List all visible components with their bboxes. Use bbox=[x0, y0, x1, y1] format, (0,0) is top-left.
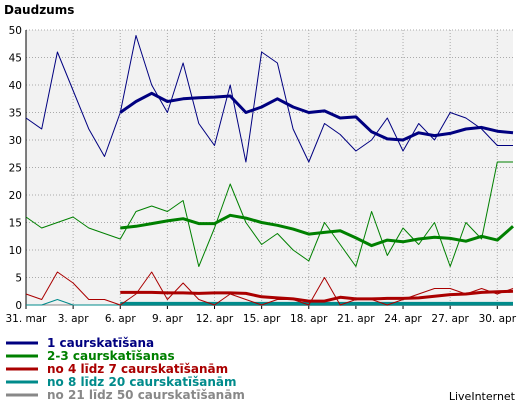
series-line-average bbox=[120, 289, 514, 303]
series-line-average bbox=[120, 213, 514, 248]
series-line-average bbox=[119, 91, 514, 142]
legend-label: 2-3 caurskatīšanas bbox=[47, 349, 175, 363]
y-tick-label: 30 bbox=[9, 135, 22, 147]
y-tick-label: 0 bbox=[15, 300, 22, 312]
x-tick-label: 27. apr bbox=[431, 313, 469, 325]
x-tick-label: 6. apr bbox=[105, 313, 136, 325]
x-tick-label: 18. apr bbox=[290, 313, 328, 325]
x-tick-label: 24. apr bbox=[384, 313, 422, 325]
x-tick-label: 9. apr bbox=[152, 313, 183, 325]
watermark: LiveInternet bbox=[449, 390, 516, 403]
x-tick-label: 31. mar bbox=[5, 313, 47, 325]
y-tick-label: 35 bbox=[9, 108, 22, 120]
y-tick-label: 40 bbox=[9, 80, 22, 92]
series-line-daily bbox=[25, 271, 514, 306]
series-line-daily bbox=[25, 161, 513, 267]
legend-label: 1 caurskatīšana bbox=[47, 336, 154, 350]
y-tick-label: 50 bbox=[9, 25, 22, 37]
y-tick-label: 15 bbox=[9, 218, 22, 230]
series-line-daily bbox=[26, 299, 513, 306]
y-tick-label: 25 bbox=[9, 163, 22, 175]
x-tick-label: 30. apr bbox=[479, 313, 517, 325]
x-tick-label: 15. apr bbox=[243, 313, 281, 325]
y-tick-label: 5 bbox=[15, 273, 22, 285]
legend-label: no 4 līdz 7 caurskatīšanām bbox=[47, 362, 228, 376]
y-tick-label: 20 bbox=[9, 190, 22, 202]
legend-label: no 21 līdz 50 caurskatīšanām bbox=[47, 388, 245, 402]
chart-title: Daudzums bbox=[4, 3, 74, 17]
x-tick-label: 12. apr bbox=[196, 313, 234, 325]
y-tick-label: 45 bbox=[9, 53, 22, 65]
legend-label: no 8 līdz 20 caurskatīšanām bbox=[47, 375, 236, 389]
x-tick-label: 3. apr bbox=[58, 313, 89, 325]
x-tick-label: 21. apr bbox=[337, 313, 375, 325]
y-tick-label: 10 bbox=[9, 245, 22, 257]
series-line-daily bbox=[25, 35, 513, 163]
